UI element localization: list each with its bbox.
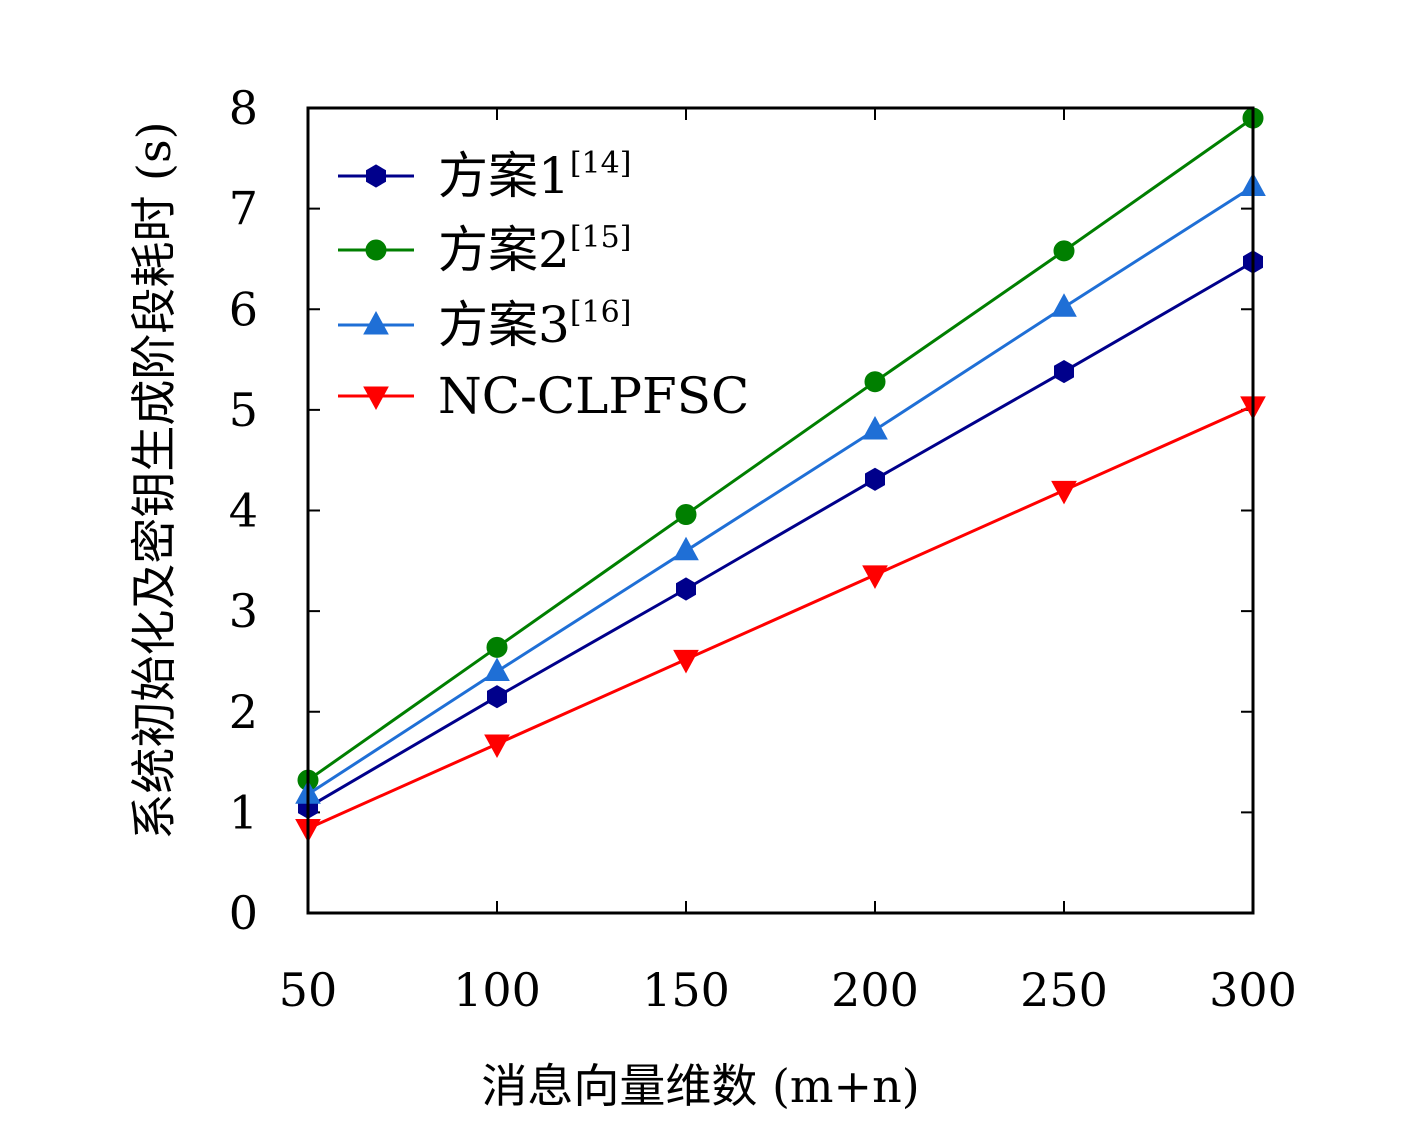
y-tick-label: 3 <box>229 584 258 638</box>
x-tick-label: 200 <box>831 963 919 1017</box>
data-point <box>673 649 699 674</box>
series-line <box>307 404 1254 830</box>
legend: 方案1[14] 方案2[15] 方案3[16] NC-CLPFSC <box>338 146 749 425</box>
y-tick-label: 7 <box>229 182 258 236</box>
legend-label: 方案3[16] <box>438 295 631 354</box>
legend-label: 方案2[15] <box>438 220 631 279</box>
series-4 <box>295 396 1266 843</box>
legend-marker <box>366 164 386 188</box>
data-point <box>865 467 885 491</box>
y-tick-label: 6 <box>229 282 258 336</box>
plot-frame <box>306 106 1255 915</box>
y-axis-title: 系统初始化及密钥生成阶段耗时 (s) <box>127 121 181 839</box>
legend-label: 方案1[14] <box>438 146 631 205</box>
data-point <box>673 536 699 561</box>
y-tick-label: 2 <box>229 685 258 739</box>
legend-marker <box>363 386 389 411</box>
y-tick-label: 5 <box>229 383 258 437</box>
y-tick-label: 1 <box>229 785 258 839</box>
legend-ref: [15] <box>570 220 632 255</box>
data-point <box>484 734 510 758</box>
x-tick-label: 100 <box>453 963 541 1017</box>
legend-series-name: 方案1 <box>438 147 570 205</box>
legend-item: 方案2[15] <box>338 220 631 279</box>
data-point <box>486 636 508 658</box>
data-point <box>864 371 886 393</box>
data-point <box>484 657 510 681</box>
legend-item: 方案1[14] <box>338 146 631 205</box>
series-1 <box>298 250 1263 819</box>
legend-ref: [14] <box>570 146 632 181</box>
series-line <box>307 185 1254 796</box>
data-point <box>1051 293 1077 317</box>
legend-marker <box>365 239 387 261</box>
legend-ref: [16] <box>570 295 632 330</box>
data-point <box>676 577 696 601</box>
legend-item: 方案3[16] <box>338 295 631 354</box>
x-axis-ticks: 50 100 150 200 250 300 <box>279 108 1297 1017</box>
x-tick-label: 50 <box>279 963 338 1017</box>
legend-series-name: 方案3 <box>438 296 570 354</box>
data-point <box>862 565 888 589</box>
legend-series-name: NC-CLPFSC <box>438 367 749 425</box>
x-axis-title: 消息向量维数 (m+n) <box>481 1059 919 1113</box>
legend-label: NC-CLPFSC <box>438 367 749 425</box>
series-line <box>307 116 1254 782</box>
x-tick-label: 250 <box>1020 963 1108 1017</box>
data-point <box>1053 240 1075 262</box>
legend-series-name: 方案2 <box>438 221 570 279</box>
series-line <box>307 260 1254 809</box>
legend-item: NC-CLPFSC <box>338 367 749 425</box>
series-layer <box>295 107 1266 843</box>
y-tick-label: 4 <box>229 484 258 538</box>
x-tick-label: 150 <box>642 963 730 1017</box>
y-tick-label: 0 <box>229 886 258 940</box>
y-tick-label: 8 <box>229 81 258 135</box>
data-point <box>487 685 507 709</box>
data-point <box>675 504 697 526</box>
data-point <box>1054 360 1074 384</box>
legend-marker <box>363 310 389 335</box>
x-tick-label: 300 <box>1209 963 1297 1017</box>
data-point <box>1051 480 1077 505</box>
data-point <box>862 415 888 440</box>
series-2 <box>297 107 1264 791</box>
y-axis-ticks: 0 1 2 3 4 5 6 7 8 <box>229 81 1253 940</box>
